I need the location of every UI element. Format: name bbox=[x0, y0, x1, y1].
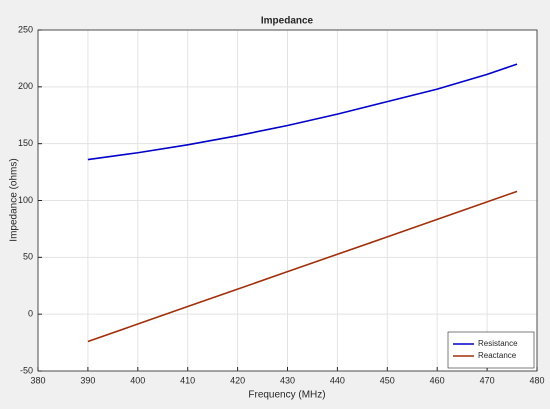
y-tick-label: 250 bbox=[18, 24, 33, 34]
x-tick-label: 420 bbox=[230, 375, 245, 385]
series-line bbox=[87, 190, 518, 343]
x-tick-label: 390 bbox=[80, 375, 95, 385]
axes-box bbox=[37, 29, 538, 372]
x-tick-label: 470 bbox=[480, 375, 495, 385]
series-line bbox=[87, 63, 518, 161]
x-tick-label: 410 bbox=[180, 375, 195, 385]
y-tick-label: 200 bbox=[18, 81, 33, 91]
y-tick-label: 0 bbox=[28, 309, 33, 319]
x-tick-label: 460 bbox=[430, 375, 445, 385]
y-tick-label: 150 bbox=[18, 138, 33, 148]
legend-label: Reactance bbox=[478, 351, 517, 360]
x-axis-label: Frequency (MHz) bbox=[248, 390, 325, 401]
x-tick-label: 450 bbox=[380, 375, 395, 385]
x-tick-label: 400 bbox=[130, 375, 145, 385]
y-tick-label: 50 bbox=[23, 252, 33, 262]
x-tick-label: 480 bbox=[529, 375, 544, 385]
chart-title: Impedance bbox=[261, 16, 314, 27]
legend-label: Resistance bbox=[478, 339, 518, 348]
x-tick-label: 440 bbox=[330, 375, 345, 385]
legend-box bbox=[447, 331, 535, 369]
x-tick-label: 430 bbox=[280, 375, 295, 385]
y-tick-label: 100 bbox=[18, 195, 33, 205]
y-tick-label: -50 bbox=[20, 365, 33, 375]
x-tick-label: 380 bbox=[30, 375, 45, 385]
y-axis-label: Impedance (ohms) bbox=[9, 158, 20, 241]
